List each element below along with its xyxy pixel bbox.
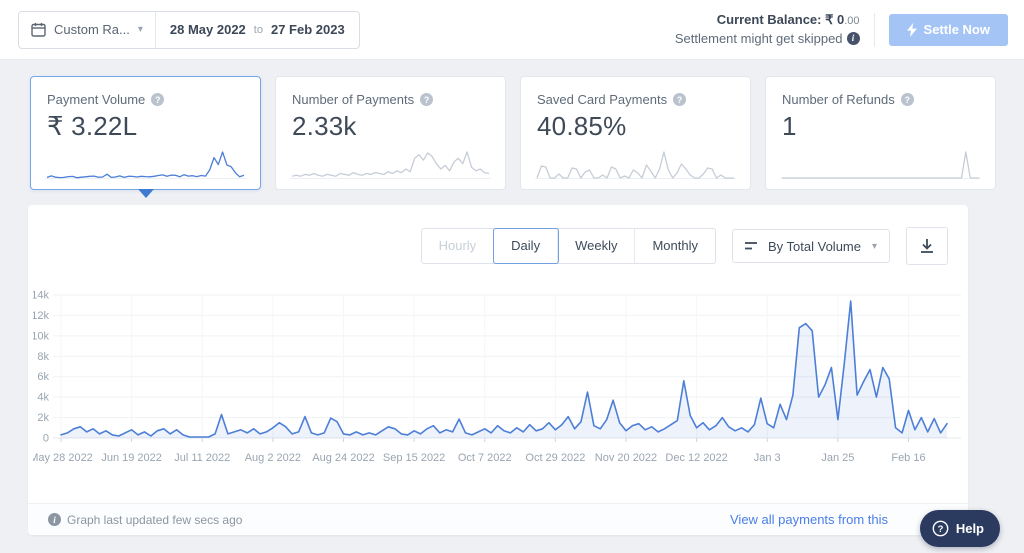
card-label: Saved Card Payments — [537, 92, 668, 107]
balance-value: ₹ 0 — [825, 11, 845, 27]
tab-hourly[interactable]: Hourly — [421, 229, 495, 263]
svg-text:Sep 15 2022: Sep 15 2022 — [383, 452, 445, 464]
svg-text:Feb 16: Feb 16 — [891, 452, 925, 464]
divider — [154, 11, 156, 48]
chart-controls: Hourly Daily Weekly Monthly By Total Vol… — [420, 227, 948, 265]
svg-text:Aug 24 2022: Aug 24 2022 — [312, 452, 374, 464]
card-value: ₹ 3.22L — [47, 111, 138, 141]
sort-icon — [745, 242, 757, 250]
help-question-icon[interactable]: ? — [673, 93, 687, 106]
download-button[interactable] — [906, 227, 948, 265]
card-value: 2.33k — [292, 111, 357, 141]
saved-card-sparkline — [535, 151, 736, 179]
svg-text:12k: 12k — [33, 310, 49, 322]
topbar: Custom Ra... ▾ 28 May 2022 to 27 Feb 202… — [0, 0, 1024, 60]
range-type-label: Custom Ra... — [54, 22, 130, 37]
last-updated-text: Graph last updated few secs ago — [67, 512, 243, 527]
svg-text:May 28 2022: May 28 2022 — [33, 452, 93, 464]
sort-by-dropdown[interactable]: By Total Volume ▾ — [732, 229, 890, 263]
svg-text:2k: 2k — [37, 412, 49, 424]
svg-text:Jan 25: Jan 25 — [821, 452, 854, 464]
divider — [873, 12, 875, 47]
stat-card-number-of-payments[interactable]: Number of Payments ? 2.33k — [275, 76, 506, 190]
date-to: 27 Feb 2023 — [270, 22, 345, 37]
svg-text:Oct 7 2022: Oct 7 2022 — [458, 452, 512, 464]
download-icon — [921, 239, 933, 253]
svg-text:10k: 10k — [33, 330, 49, 342]
settlement-note: Settlement might get skipped — [674, 30, 843, 46]
help-label: Help — [955, 521, 984, 536]
svg-text:0: 0 — [43, 433, 49, 445]
lightning-icon — [906, 22, 917, 37]
help-question-icon[interactable]: ? — [420, 93, 434, 106]
date-range-control[interactable]: Custom Ra... ▾ 28 May 2022 to 27 Feb 202… — [18, 10, 360, 49]
caret-down-icon: ▾ — [137, 24, 143, 35]
svg-text:Aug 2 2022: Aug 2 2022 — [245, 452, 301, 464]
card-label: Number of Payments — [292, 92, 415, 107]
balance-label: Current Balance: — [716, 11, 822, 27]
view-all-payments-link[interactable]: View all payments from this — [730, 512, 888, 527]
stat-card-saved-card-payments[interactable]: Saved Card Payments ? 40.85% — [520, 76, 751, 190]
help-question-icon[interactable]: ? — [900, 93, 914, 106]
balance-block: Current Balance: ₹ 0.00 Settlement might… — [675, 11, 860, 49]
card-value: 1 — [782, 111, 797, 141]
svg-text:8k: 8k — [37, 351, 49, 363]
calendar-icon — [31, 23, 46, 37]
svg-text:Dec 12 2022: Dec 12 2022 — [665, 452, 727, 464]
caret-down-icon: ▾ — [871, 240, 877, 252]
selected-card-pointer — [137, 189, 154, 198]
tab-daily[interactable]: Daily — [494, 229, 559, 263]
svg-text:?: ? — [937, 524, 943, 535]
range-type-select[interactable]: Custom Ra... ▾ — [19, 12, 155, 48]
date-from: 28 May 2022 — [169, 22, 246, 37]
help-button[interactable]: ? Help — [919, 510, 1000, 547]
info-icon: i — [48, 513, 61, 526]
date-to-word: to — [253, 23, 263, 36]
refunds-sparkline — [780, 151, 981, 179]
svg-text:14k: 14k — [33, 290, 49, 302]
granularity-tabs: Hourly Daily Weekly Monthly — [420, 228, 716, 264]
svg-text:4k: 4k — [37, 392, 49, 404]
payment-volume-chart[interactable]: 14k 12k 10k 8k 6k 4k 2k 0 May 28 2022 Jun 19 2022… — [29, 273, 963, 483]
stat-card-number-of-refunds[interactable]: Number of Refunds ? 1 — [765, 76, 996, 190]
stat-cards-row: Payment Volume ? ₹ 3.22L Number of Payme… — [30, 76, 996, 198]
settle-now-button[interactable]: Settle Now — [888, 13, 1008, 46]
svg-text:Jan 3: Jan 3 — [754, 452, 781, 464]
payments-count-sparkline — [290, 151, 491, 179]
card-label: Payment Volume — [47, 92, 146, 107]
svg-text:6k: 6k — [37, 371, 49, 383]
card-label: Number of Refunds — [782, 92, 895, 107]
svg-text:Jun 19 2022: Jun 19 2022 — [101, 452, 162, 464]
payment-volume-sparkline — [45, 151, 246, 179]
svg-text:Jul 11 2022: Jul 11 2022 — [174, 452, 230, 464]
help-question-icon[interactable]: ? — [151, 93, 165, 106]
chart-footer: i Graph last updated few secs ago View a… — [28, 503, 968, 535]
main-chart-panel: Hourly Daily Weekly Monthly By Total Vol… — [28, 205, 968, 535]
settle-now-label: Settle Now — [923, 22, 990, 37]
card-value: 40.85% — [537, 111, 627, 141]
help-circle-icon: ? — [932, 520, 949, 537]
sort-by-label: By Total Volume — [768, 238, 861, 254]
stat-card-payment-volume[interactable]: Payment Volume ? ₹ 3.22L — [30, 76, 261, 198]
date-range-display[interactable]: 28 May 2022 to 27 Feb 2023 — [156, 12, 359, 48]
info-icon[interactable]: i — [846, 32, 860, 46]
tab-weekly[interactable]: Weekly — [558, 229, 636, 263]
svg-text:Oct 29 2022: Oct 29 2022 — [525, 452, 585, 464]
tab-monthly[interactable]: Monthly — [635, 229, 715, 263]
svg-text:Nov 20 2022: Nov 20 2022 — [595, 452, 657, 464]
balance-decimals: .00 — [844, 14, 860, 27]
